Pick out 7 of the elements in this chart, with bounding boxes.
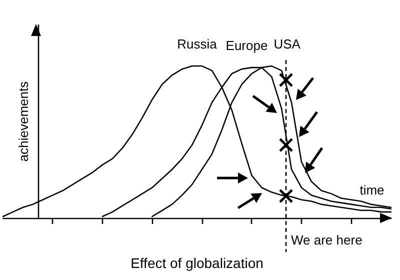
x-axis-title: Effect of globalization (130, 255, 264, 271)
text: We are here (291, 232, 362, 248)
series-label: USA (274, 36, 301, 52)
y-axis-title: achievements (16, 80, 31, 162)
annotation: time (360, 182, 384, 198)
series-label: Europe (226, 38, 268, 54)
series-label: Russia (177, 36, 218, 52)
